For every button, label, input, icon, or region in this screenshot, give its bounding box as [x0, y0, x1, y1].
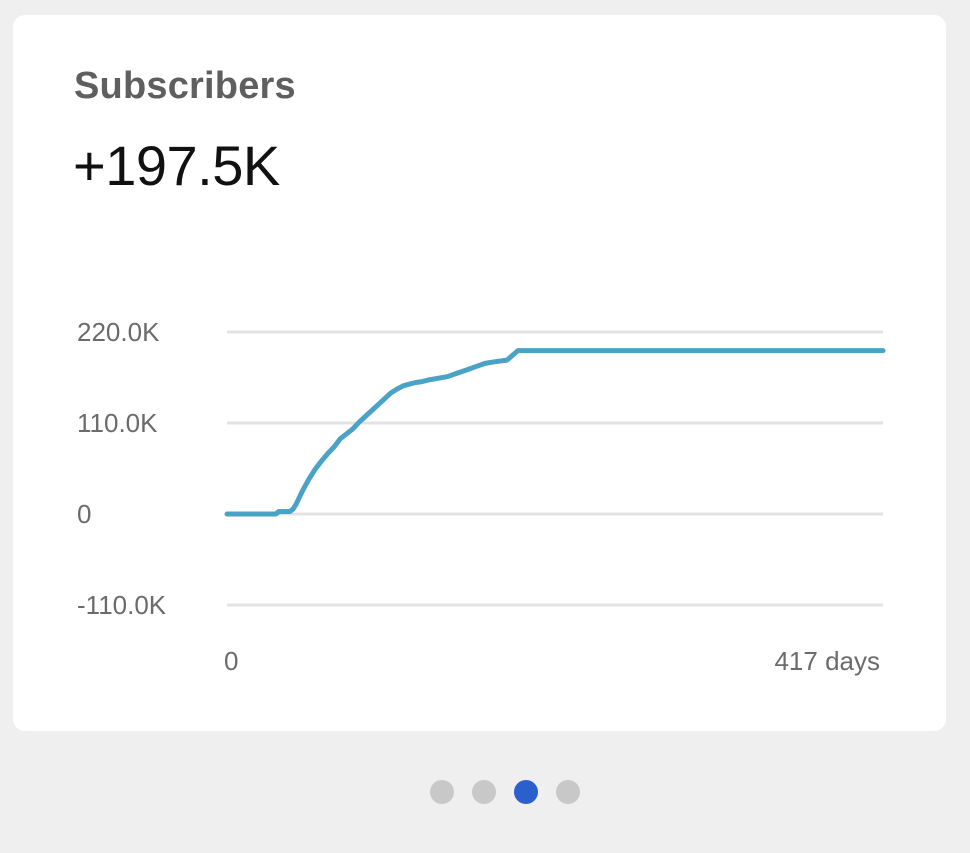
page-dot-2[interactable]: [472, 780, 496, 804]
x-tick-label: 0: [224, 646, 238, 676]
card-title: Subscribers: [74, 65, 296, 107]
y-tick-label: 110.0K: [77, 408, 158, 438]
subscribers-line-chart: 220.0K 110.0K 0 -110.0K 0 417 days: [77, 317, 886, 676]
grid-lines: [227, 330, 883, 607]
x-tick-label: 417 days: [774, 646, 880, 676]
y-tick-label: -110.0K: [77, 590, 167, 620]
subscribers-card: Subscribers +197.5K: [13, 15, 946, 731]
series-layer: [224, 348, 886, 517]
y-tick-label: 0: [77, 499, 91, 529]
x-axis-tick-labels: 0 417 days: [224, 646, 880, 676]
y-axis-tick-labels: 220.0K 110.0K 0 -110.0K: [77, 317, 167, 620]
page-indicator: [430, 780, 580, 804]
page-dot-1[interactable]: [430, 780, 454, 804]
subscribers-delta-value: +197.5K: [73, 134, 280, 197]
series-line-0: [224, 348, 886, 517]
page-dot-4[interactable]: [556, 780, 580, 804]
page-dot-3[interactable]: [514, 780, 538, 804]
y-tick-label: 220.0K: [77, 317, 160, 347]
